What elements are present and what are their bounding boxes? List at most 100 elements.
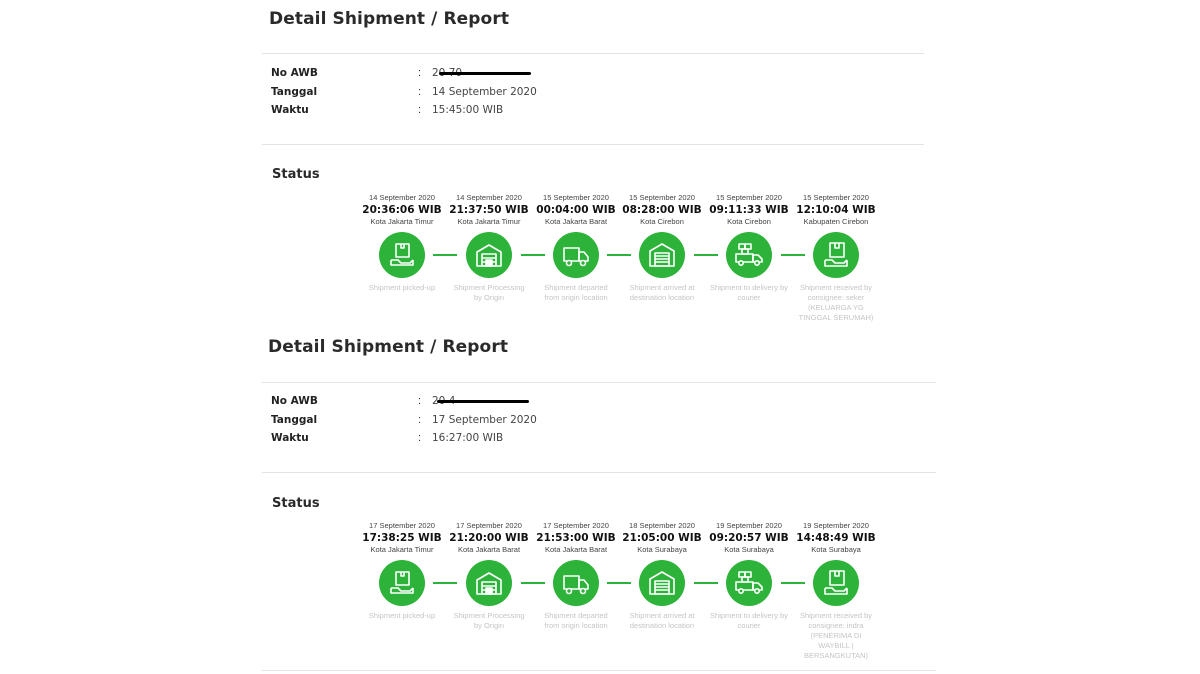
timeline-connector [607,254,631,256]
step-location: Kabupaten Cirebon [803,217,869,226]
colon: : [418,86,422,98]
status-step: 14 September 2020 20:36:06 WIB Kota Jakart… [359,193,445,293]
delivery-truck-icon [726,560,772,606]
step-time: 21:53:00 WIB [536,532,616,544]
step-date: 14 September 2020 [369,193,435,202]
time-row: Waktu : 15:45:00 WIB [271,102,671,118]
status-step: 18 September 2020 21:05:00 WIB Kota Suraba… [619,521,705,631]
time-value: 15:45:00 WIB [432,104,504,116]
step-description: Shipment received by consignee: seker (K… [798,283,874,322]
page-title: Detail Shipment / Report [269,9,510,29]
time-value: 16:27:00 WIB [432,432,504,444]
step-location: Kota Jakarta Timur [457,217,521,226]
divider [262,382,936,383]
divider [262,472,936,473]
timeline-connector [694,254,718,256]
time-label: Waktu [271,432,309,444]
timeline-connector [433,254,457,256]
truck-icon [553,560,599,606]
date-value: 14 September 2020 [432,86,537,98]
step-location: Kota Cirebon [727,217,771,226]
step-date: 19 September 2020 [716,521,782,530]
date-row: Tanggal : 17 September 2020 [271,412,671,428]
step-location: Kota Surabaya [637,545,687,554]
step-time: 14:48:49 WIB [796,532,876,544]
garage-icon [639,232,685,278]
divider [262,144,924,145]
step-location: Kota Jakarta Barat [544,217,608,226]
step-location: Kota Jakarta Barat [457,545,521,554]
step-date: 18 September 2020 [629,521,695,530]
step-time: 08:28:00 WIB [622,204,702,216]
step-description: Shipment to delivery by courier [710,611,788,630]
step-date: 14 September 2020 [456,193,522,202]
status-step: 17 September 2020 17:38:25 WIB Kota Jakart… [359,521,445,621]
colon: : [418,104,422,116]
warehouse-icon [466,560,512,606]
step-location: Kota Surabaya [811,545,861,554]
status-title: Status [272,496,320,511]
status-step: 15 September 2020 09:11:33 WIB Kota Cirebo… [706,193,792,303]
step-date: 17 September 2020 [369,521,435,530]
step-time: 21:20:00 WIB [449,532,529,544]
step-date: 15 September 2020 [716,193,782,202]
status-step: 17 September 2020 21:20:00 WIB Kota Jakart… [446,521,532,631]
step-location: Kota Jakarta Timur [370,217,434,226]
step-date: 15 September 2020 [803,193,869,202]
delivery-truck-icon [726,232,772,278]
step-date: 17 September 2020 [456,521,522,530]
divider [262,670,936,671]
step-date: 17 September 2020 [543,521,609,530]
timeline-connector [521,254,545,256]
step-description: Shipment Processing by Origin [453,611,525,630]
status-step: 14 September 2020 21:37:50 WIB Kota Jakart… [446,193,532,303]
step-time: 00:04:00 WIB [536,204,616,216]
package-received-icon [813,232,859,278]
status-step: 17 September 2020 21:53:00 WIB Kota Jakart… [533,521,619,631]
package-pickup-icon [379,560,425,606]
step-time: 17:38:25 WIB [362,532,442,544]
garage-icon [639,560,685,606]
step-description: Shipment departed from origin location [544,283,608,302]
status-step: 19 September 2020 09:20:57 WIB Kota Suraba… [706,521,792,631]
step-time: 21:05:00 WIB [622,532,702,544]
date-label: Tanggal [271,414,318,426]
status-step: 15 September 2020 00:04:00 WIB Kota Jakart… [533,193,619,303]
step-description: Shipment departed from origin location [544,611,608,630]
status-step: 15 September 2020 08:28:00 WIB Kota Cirebo… [619,193,705,303]
awb-row: No AWB : 20 4 [271,393,671,409]
redaction-mark [437,400,529,403]
colon: : [418,432,422,444]
step-time: 09:11:33 WIB [709,204,789,216]
truck-icon [553,232,599,278]
status-title: Status [272,167,320,182]
redaction-mark [439,72,531,75]
timeline-connector [781,254,805,256]
step-time: 09:20:57 WIB [709,532,789,544]
package-received-icon [813,560,859,606]
date-value: 17 September 2020 [432,414,537,426]
timeline-connector [607,582,631,584]
timeline-connector [694,582,718,584]
step-description: Shipment picked-up [368,283,436,292]
timeline-connector [521,582,545,584]
timeline-connector [433,582,457,584]
package-pickup-icon [379,232,425,278]
status-step: 15 September 2020 12:10:04 WIB Kabupaten C… [793,193,879,323]
step-location: Kota Jakarta Timur [370,545,434,554]
warehouse-icon [466,232,512,278]
step-date: 19 September 2020 [803,521,869,530]
step-time: 21:37:50 WIB [449,204,529,216]
date-label: Tanggal [271,86,318,98]
colon: : [418,414,422,426]
step-description: Shipment Processing by Origin [453,283,525,302]
awb-label: No AWB [271,67,318,79]
step-location: Kota Jakarta Barat [544,545,608,554]
time-label: Waktu [271,104,309,116]
colon: : [418,67,422,79]
time-row: Waktu : 16:27:00 WIB [271,430,671,446]
status-step: 19 September 2020 14:48:49 WIB Kota Suraba… [793,521,879,661]
step-description: Shipment arrived at destination location [629,611,695,630]
awb-row: No AWB : 20 70 [271,65,671,81]
step-time: 20:36:06 WIB [362,204,442,216]
